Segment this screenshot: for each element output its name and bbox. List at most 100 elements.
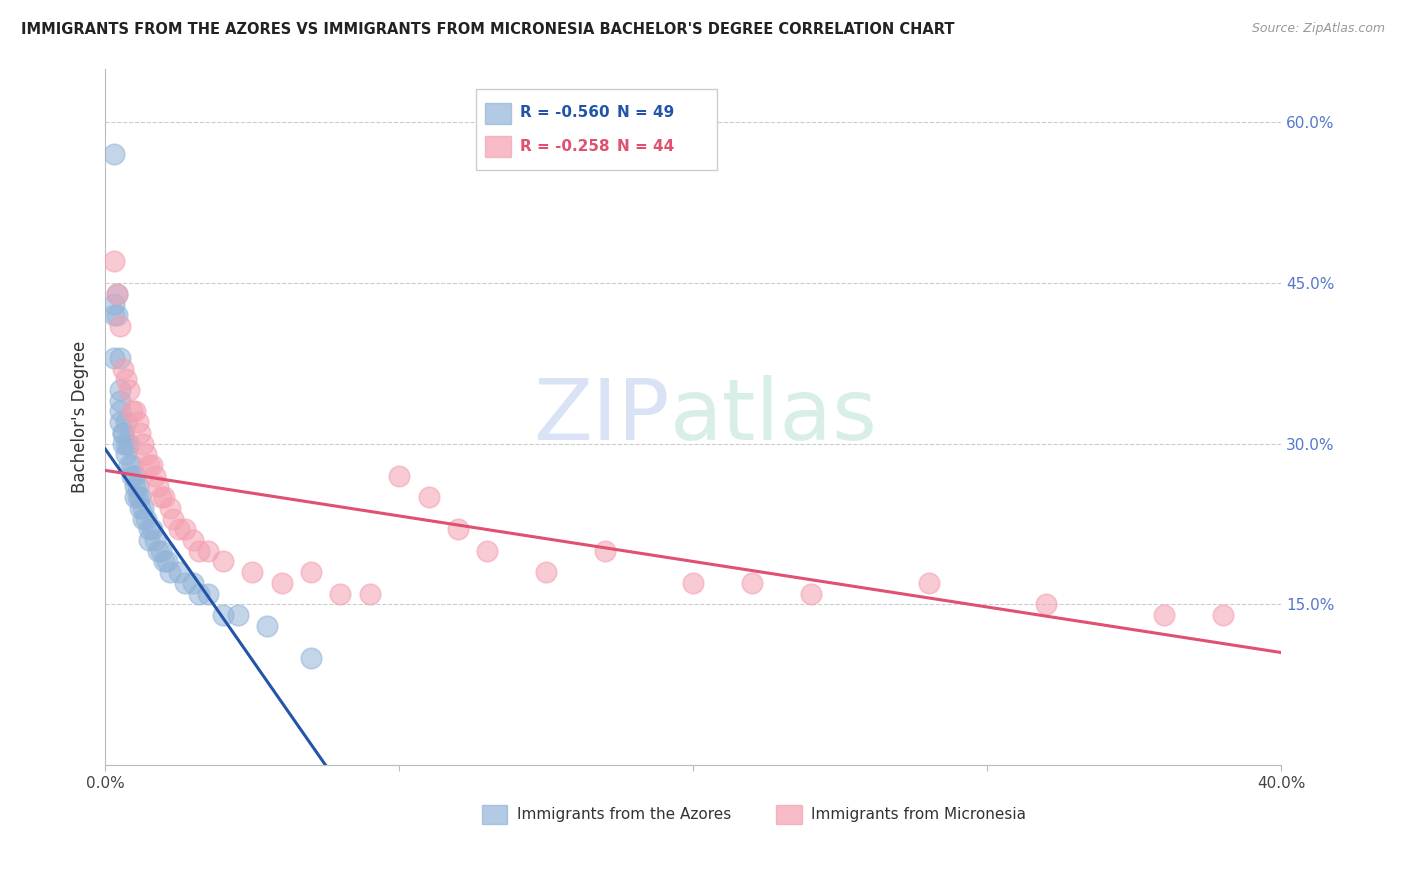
- FancyBboxPatch shape: [485, 103, 510, 124]
- Point: [682, 575, 704, 590]
- Point: [240, 565, 263, 579]
- Point: [359, 587, 381, 601]
- Point: [159, 565, 181, 579]
- Point: [127, 479, 149, 493]
- Point: [114, 436, 136, 450]
- Point: [118, 383, 141, 397]
- Point: [211, 608, 233, 623]
- Point: [132, 500, 155, 515]
- Point: [299, 565, 322, 579]
- Point: [132, 511, 155, 525]
- Point: [124, 404, 146, 418]
- Point: [138, 522, 160, 536]
- Point: [211, 554, 233, 568]
- Point: [146, 479, 169, 493]
- Point: [477, 543, 499, 558]
- Point: [103, 254, 125, 268]
- Point: [143, 533, 166, 547]
- Point: [447, 522, 470, 536]
- Text: IMMIGRANTS FROM THE AZORES VS IMMIGRANTS FROM MICRONESIA BACHELOR'S DEGREE CORRE: IMMIGRANTS FROM THE AZORES VS IMMIGRANTS…: [21, 22, 955, 37]
- Point: [108, 318, 131, 333]
- Text: ZIP: ZIP: [533, 376, 669, 458]
- Point: [141, 522, 163, 536]
- Point: [111, 425, 134, 440]
- Point: [226, 608, 249, 623]
- Point: [127, 415, 149, 429]
- Point: [132, 436, 155, 450]
- Point: [114, 372, 136, 386]
- Point: [127, 490, 149, 504]
- Text: R = -0.258: R = -0.258: [520, 139, 610, 154]
- Text: R = -0.560: R = -0.560: [520, 105, 610, 120]
- Point: [138, 533, 160, 547]
- Point: [593, 543, 616, 558]
- Y-axis label: Bachelor's Degree: Bachelor's Degree: [72, 341, 89, 493]
- Text: N = 44: N = 44: [617, 139, 673, 154]
- Point: [183, 575, 205, 590]
- Point: [118, 458, 141, 472]
- Point: [143, 468, 166, 483]
- FancyBboxPatch shape: [776, 805, 801, 824]
- Point: [197, 543, 219, 558]
- Point: [173, 522, 195, 536]
- FancyBboxPatch shape: [475, 89, 717, 169]
- Text: Immigrants from Micronesia: Immigrants from Micronesia: [811, 807, 1026, 822]
- Point: [111, 436, 134, 450]
- Point: [103, 147, 125, 161]
- FancyBboxPatch shape: [482, 805, 508, 824]
- Text: Source: ZipAtlas.com: Source: ZipAtlas.com: [1251, 22, 1385, 36]
- Point: [162, 511, 184, 525]
- Point: [118, 436, 141, 450]
- Point: [135, 447, 157, 461]
- Point: [114, 447, 136, 461]
- Point: [108, 351, 131, 365]
- Text: atlas: atlas: [669, 376, 877, 458]
- Point: [1035, 598, 1057, 612]
- Point: [256, 619, 278, 633]
- Point: [129, 500, 152, 515]
- Point: [108, 393, 131, 408]
- Point: [536, 565, 558, 579]
- Point: [418, 490, 440, 504]
- Point: [108, 415, 131, 429]
- Point: [105, 286, 128, 301]
- Point: [103, 308, 125, 322]
- Point: [103, 351, 125, 365]
- Point: [103, 297, 125, 311]
- Point: [299, 651, 322, 665]
- Point: [129, 490, 152, 504]
- Point: [183, 533, 205, 547]
- Point: [108, 404, 131, 418]
- Point: [114, 415, 136, 429]
- Point: [124, 479, 146, 493]
- Point: [800, 587, 823, 601]
- Point: [146, 543, 169, 558]
- Point: [188, 543, 211, 558]
- Point: [1153, 608, 1175, 623]
- Point: [153, 490, 176, 504]
- Point: [124, 490, 146, 504]
- Point: [111, 425, 134, 440]
- Point: [138, 458, 160, 472]
- Point: [141, 458, 163, 472]
- Point: [108, 383, 131, 397]
- Point: [270, 575, 292, 590]
- Point: [124, 468, 146, 483]
- Text: N = 49: N = 49: [617, 105, 673, 120]
- Text: Immigrants from the Azores: Immigrants from the Azores: [517, 807, 731, 822]
- FancyBboxPatch shape: [485, 136, 510, 157]
- Point: [917, 575, 939, 590]
- Point: [156, 554, 179, 568]
- Point: [153, 554, 176, 568]
- Point: [173, 575, 195, 590]
- Point: [111, 361, 134, 376]
- Point: [188, 587, 211, 601]
- Point: [121, 458, 143, 472]
- Point: [121, 404, 143, 418]
- Point: [150, 543, 173, 558]
- Point: [129, 425, 152, 440]
- Point: [329, 587, 352, 601]
- Point: [167, 565, 190, 579]
- Point: [121, 468, 143, 483]
- Point: [741, 575, 763, 590]
